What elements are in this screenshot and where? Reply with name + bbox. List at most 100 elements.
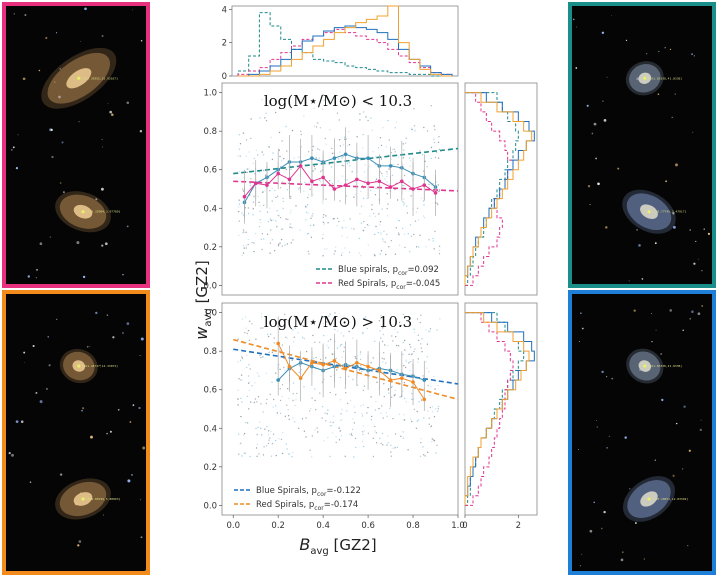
scatter-point <box>303 386 305 388</box>
scatter-point <box>305 205 307 208</box>
scatter-point <box>241 455 243 457</box>
scatter-point <box>386 173 388 175</box>
scatter-point <box>353 406 355 408</box>
scatter-point <box>275 372 277 374</box>
scatter-point <box>339 430 341 432</box>
scatter-point <box>413 328 415 330</box>
scatter-point <box>378 320 381 322</box>
scatter-point <box>409 224 412 226</box>
scatter-point <box>360 364 362 367</box>
star <box>106 314 109 316</box>
scatter-point <box>322 406 324 408</box>
legend-label: Blue Spirals, pcor=-0.122 <box>256 486 361 498</box>
star <box>672 474 675 477</box>
scatter-point <box>434 230 436 233</box>
scatter-point <box>438 148 441 151</box>
scatter-point <box>310 407 312 410</box>
star <box>132 404 135 406</box>
scatter-point <box>379 330 381 332</box>
scatter-point <box>321 417 323 419</box>
scatter-point <box>260 238 263 240</box>
scatter-point <box>264 117 266 119</box>
scatter-point <box>352 418 354 420</box>
binned-median-point <box>366 364 370 369</box>
star <box>697 312 701 316</box>
star <box>101 34 104 38</box>
scatter-point <box>327 347 330 349</box>
star <box>102 146 104 148</box>
star <box>576 26 578 28</box>
star <box>29 481 32 483</box>
scatter-point <box>263 204 265 206</box>
scatter-point <box>380 337 382 339</box>
star <box>707 232 711 236</box>
scatter-point <box>345 226 347 229</box>
scatter-point <box>364 317 366 320</box>
star <box>139 130 143 133</box>
galaxy-coordinate-label: [219.35984,3.97780] <box>86 210 121 214</box>
legend-label-text: Red Spirals, p <box>338 279 396 289</box>
scatter-point <box>364 226 366 229</box>
star <box>691 310 694 313</box>
scatter-point <box>316 427 318 429</box>
scatter-point <box>323 223 325 225</box>
scatter-point <box>363 430 365 432</box>
star <box>700 419 702 421</box>
star <box>575 67 578 69</box>
scatter-point <box>437 405 440 408</box>
scatter-point <box>382 240 384 242</box>
scatter-point <box>426 166 428 168</box>
scatter-point <box>370 189 372 192</box>
binned-median-point <box>400 179 404 184</box>
scatter-point <box>386 175 388 178</box>
scatter-point <box>271 187 273 189</box>
star <box>90 435 93 439</box>
scatter-point <box>323 440 325 442</box>
star <box>13 13 15 15</box>
scatter-point <box>269 393 271 396</box>
binned-median-point <box>366 181 370 186</box>
scatter-point <box>351 428 354 431</box>
scatter-point <box>416 207 419 209</box>
scatter-point <box>241 212 243 214</box>
scatter-point <box>420 343 422 345</box>
scatter-point <box>381 172 383 175</box>
scatter-point <box>387 119 389 122</box>
scatter-point <box>317 122 319 124</box>
scatter-point <box>419 234 421 236</box>
scatter-point <box>359 113 361 115</box>
scatter-point <box>259 219 261 221</box>
galaxy-image-panel-pink: [219.35955,25.93167] [219.35984,3.97780] <box>2 2 150 288</box>
scatter-point <box>366 197 368 200</box>
scatter-point <box>268 439 270 441</box>
scatter-point <box>343 165 345 167</box>
scatter-point <box>290 242 292 244</box>
scatter-point <box>308 253 310 255</box>
scatter-point <box>258 201 260 204</box>
scatter-point <box>281 452 284 455</box>
scatter-point <box>282 197 284 200</box>
scatter-point <box>393 394 396 397</box>
scatter-point <box>327 340 330 342</box>
scatter-point <box>417 361 419 363</box>
scatter-point <box>238 134 241 136</box>
scatter-point <box>273 342 275 344</box>
scatter-point <box>331 182 334 185</box>
star <box>655 329 657 331</box>
star <box>15 167 18 170</box>
scatter-point <box>275 196 277 199</box>
scatter-point <box>305 436 307 438</box>
y-tick-label: 0 <box>222 72 227 82</box>
scatter-point <box>338 426 341 428</box>
scatter-point <box>238 206 240 208</box>
scatter-point <box>433 416 436 418</box>
scatter-point <box>277 195 279 197</box>
scatter-point <box>303 338 305 340</box>
scatter-point <box>310 217 312 219</box>
scatter-point <box>248 389 250 391</box>
scatter-point <box>385 412 388 414</box>
scatter-point <box>331 147 333 150</box>
star <box>107 103 109 104</box>
scatter-point <box>428 239 430 241</box>
scatter-point <box>388 388 390 390</box>
